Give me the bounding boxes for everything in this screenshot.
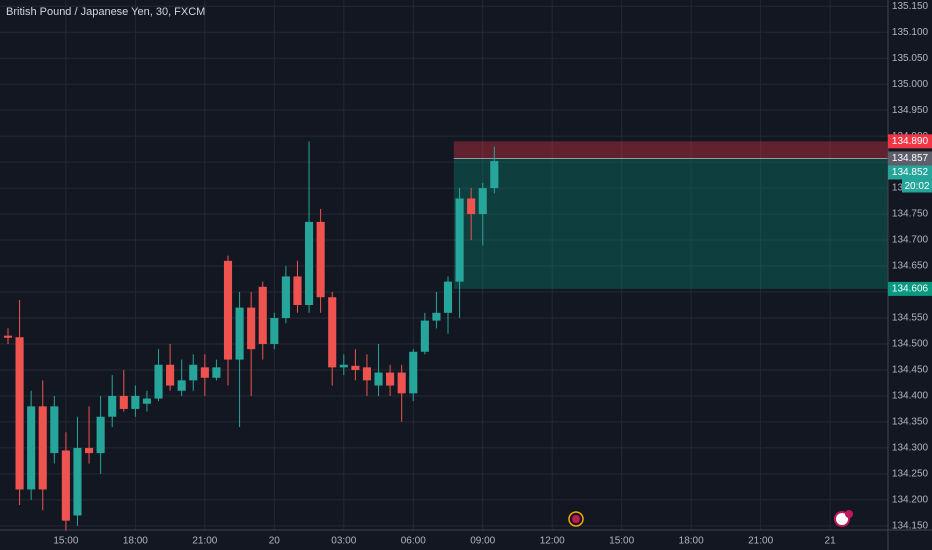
y-tick-label: 134.350 xyxy=(892,417,929,428)
candle-body xyxy=(177,380,186,391)
candle-body xyxy=(386,372,395,386)
candle-body xyxy=(223,260,233,360)
candle-body xyxy=(50,406,59,454)
candle-body xyxy=(270,318,279,344)
stop-tag-label: 134.890 xyxy=(892,136,929,147)
y-tick-label: 134.750 xyxy=(892,209,929,220)
x-tick-label: 09:00 xyxy=(470,536,495,547)
x-tick-label: 18:00 xyxy=(679,536,704,547)
x-tick-label: 18:00 xyxy=(123,536,148,547)
event-badge xyxy=(845,510,853,518)
candle-body xyxy=(397,372,406,394)
stop-tag xyxy=(888,134,932,149)
x-tick-label: 15:00 xyxy=(53,536,78,547)
candle-body xyxy=(374,372,383,386)
target-zone xyxy=(453,158,888,289)
x-tick-label: 20 xyxy=(269,536,281,547)
position-tool xyxy=(453,141,888,289)
candle-body xyxy=(96,416,105,454)
y-tick-label: 134.700 xyxy=(892,235,929,246)
candle-body xyxy=(27,406,36,490)
entry-tag-label: 134.857 xyxy=(892,153,929,164)
candle-body xyxy=(478,188,487,215)
y-tick-label: 134.250 xyxy=(892,469,929,480)
entry-tag xyxy=(888,151,932,166)
x-tick-label: 03:00 xyxy=(331,536,356,547)
candle-body xyxy=(154,364,163,399)
y-tick-label: 135.150 xyxy=(892,1,929,12)
candle-body xyxy=(189,364,198,381)
y-tick-label: 135.000 xyxy=(892,79,929,90)
candle-body xyxy=(362,367,371,381)
candle-body xyxy=(212,367,221,378)
y-tick-label: 134.450 xyxy=(892,365,929,376)
countdown-box xyxy=(902,179,932,193)
candle-body xyxy=(328,297,337,368)
candle-body xyxy=(305,221,314,306)
candle-body xyxy=(166,364,175,386)
candle-body xyxy=(85,447,94,454)
candle-body xyxy=(108,395,117,417)
y-tick-label: 134.500 xyxy=(892,339,929,350)
candle-body xyxy=(200,367,209,378)
candle-body xyxy=(420,320,429,352)
candle-body xyxy=(432,312,441,321)
axes: 134.150 134.200 134.250 134.300 134.350 134.4… xyxy=(53,1,932,547)
chart-title: British Pound / Japanese Yen, 30, FXCM xyxy=(6,6,205,18)
target-tag xyxy=(888,281,932,296)
countdown: 20:02 xyxy=(904,181,929,192)
y-tick-label: 134.150 xyxy=(892,520,929,531)
x-tick-label: 06:00 xyxy=(401,536,426,547)
candle-body xyxy=(235,307,244,360)
candle-body xyxy=(3,335,13,338)
x-tick-label: 21:00 xyxy=(192,536,217,547)
y-tick-label: 134.950 xyxy=(892,105,929,116)
last-price-tag xyxy=(888,165,932,180)
y-tick-label: 134.300 xyxy=(892,443,929,454)
candle-body xyxy=(258,286,267,344)
y-tick-label: 134.200 xyxy=(892,495,929,506)
candle-body xyxy=(467,198,476,215)
candle-body xyxy=(490,161,499,189)
candles xyxy=(3,141,499,532)
candle-body xyxy=(409,351,418,394)
candle-body xyxy=(316,221,325,298)
candle-body xyxy=(61,450,70,521)
candle-body xyxy=(15,337,24,490)
target-tag-label: 134.606 xyxy=(892,284,929,295)
candle-body xyxy=(339,364,348,368)
candle-body xyxy=(351,365,360,370)
candle-body xyxy=(455,198,464,282)
candle-body xyxy=(281,276,290,318)
y-tick-label: 134.650 xyxy=(892,261,929,272)
y-tick-label: 134.550 xyxy=(892,313,929,324)
event-icon-flag xyxy=(572,515,580,523)
candle-body xyxy=(293,276,302,306)
candle-body xyxy=(38,406,47,490)
x-tick-label: 15:00 xyxy=(609,536,634,547)
x-tick-label: 21:00 xyxy=(748,536,773,547)
y-tick-label: 135.050 xyxy=(892,53,929,64)
last-price-tag-label: 134.852 xyxy=(892,167,929,178)
candle-body xyxy=(443,281,453,313)
candle-body xyxy=(73,447,82,516)
candle-body xyxy=(131,395,140,409)
x-tick-label: 21 xyxy=(825,536,837,547)
y-tick-label: 134.400 xyxy=(892,391,929,402)
y-tick-label: 135.100 xyxy=(892,27,929,38)
x-tick-label: 12:00 xyxy=(540,536,565,547)
candle-body xyxy=(119,395,128,409)
candle-body xyxy=(142,398,151,404)
candle-body xyxy=(247,307,256,350)
stop-zone xyxy=(453,141,888,159)
